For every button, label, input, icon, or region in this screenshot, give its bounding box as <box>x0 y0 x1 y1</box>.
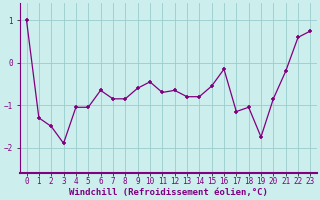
X-axis label: Windchill (Refroidissement éolien,°C): Windchill (Refroidissement éolien,°C) <box>69 188 268 197</box>
